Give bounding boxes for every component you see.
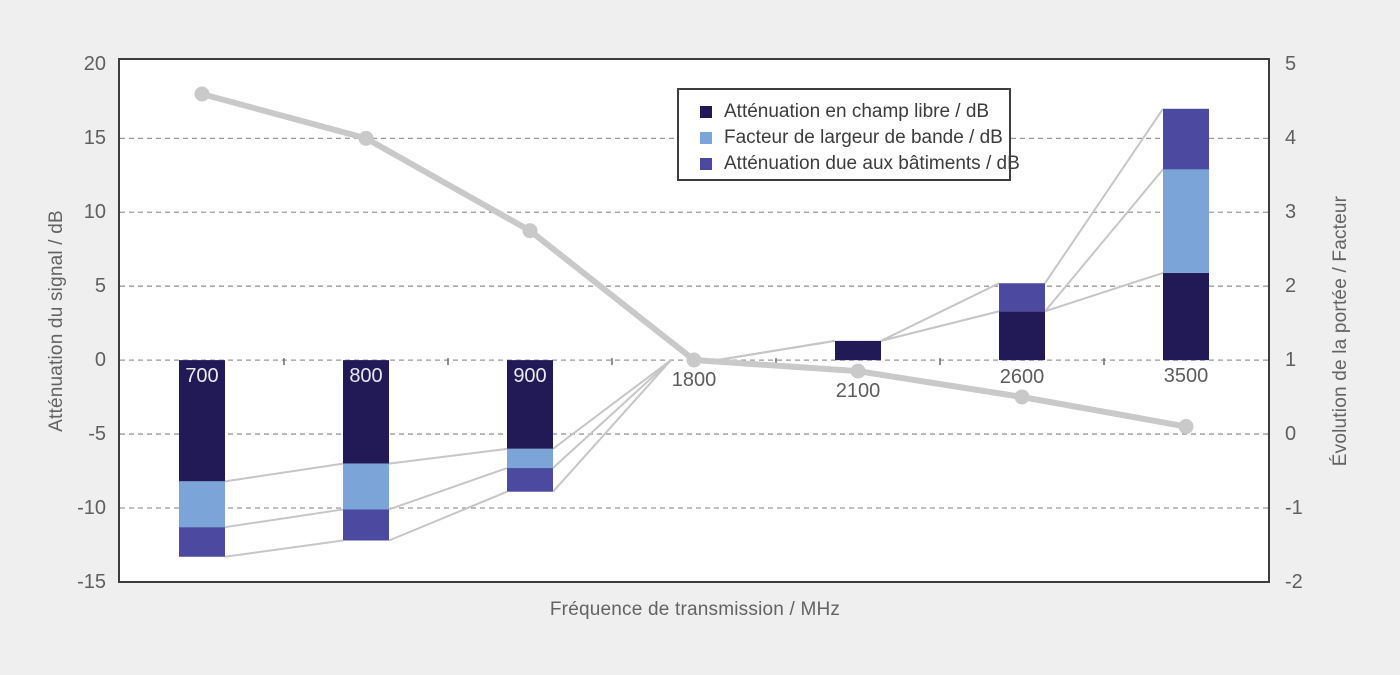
bar-segment (835, 340, 881, 361)
bar-segment (999, 283, 1045, 312)
left-axis-tick-label: -10 (77, 496, 106, 519)
category-label: 700 (185, 365, 218, 387)
right-axis-tick-label: 3 (1285, 201, 1297, 224)
x-axis-title: Fréquence de transmission / MHz (549, 599, 841, 620)
bar-segment (343, 360, 389, 464)
left-axis-tick-label: 0 (94, 349, 106, 372)
bar-segment (343, 509, 389, 541)
right-axis-tick-label: -1 (1285, 496, 1303, 519)
segment-connector-line (388, 447, 508, 465)
left-axis-tick-label: -5 (88, 423, 106, 446)
line-marker (358, 130, 374, 146)
left-axis-tick-label: 20 (83, 53, 106, 76)
category-label: 800 (349, 365, 382, 387)
legend-label-largeur-bande: Facteur de largeur de bande / dB (724, 127, 1003, 148)
bar-segment (1163, 169, 1209, 273)
segment-connector-line (880, 282, 1000, 342)
bar-segment (179, 481, 225, 528)
legend-item-largeur-bande: Facteur de largeur de bande / dB (700, 125, 1003, 151)
segment-connector-line (224, 508, 344, 529)
legend: Atténuation en champ libre / dB Facteur … (677, 88, 1020, 181)
bar-segment (507, 448, 553, 469)
right-axis-tick-label: 4 (1285, 127, 1297, 150)
legend-item-batiments: Atténuation due aux bâtiments / dB (700, 151, 1020, 177)
segment-connector-line (1044, 108, 1164, 284)
right-axis-tick-label: 0 (1285, 422, 1297, 445)
segment-connector-line (1044, 168, 1164, 312)
line-marker (850, 363, 866, 379)
legend-label-batiments: Atténuation due aux bâtiments / dB (724, 153, 1020, 174)
right-axis-tick-label: 5 (1285, 53, 1297, 76)
segment-connector-line (716, 339, 836, 362)
left-axis-tick-label: -15 (77, 570, 106, 593)
plot-area: 700 800 900 1800 2100 2600 3500 (118, 58, 1270, 583)
segment-connector-line (552, 359, 672, 493)
left-axis-tick-label: 5 (94, 275, 106, 298)
category-label: 1800 (672, 369, 717, 391)
legend-label-champ-libre: Atténuation en champ libre / dB (724, 101, 990, 122)
legend-swatch-champ-libre (700, 106, 712, 118)
right-axis-tick-label: 2 (1285, 275, 1297, 298)
bar-segment (1163, 272, 1209, 361)
line-marker (686, 352, 702, 368)
line-marker (194, 86, 210, 102)
bar-segment (507, 360, 553, 449)
chart-canvas: 700 800 900 1800 2100 2600 3500 (120, 86, 1268, 558)
segment-connector-line (224, 462, 344, 483)
segment-connector-line (1044, 271, 1164, 313)
bar-segment (179, 527, 225, 557)
segment-connector-line (552, 359, 672, 450)
legend-swatch-batiments (700, 158, 712, 170)
category-label: 2600 (1000, 366, 1045, 388)
bar-segment (507, 468, 553, 492)
segment-connector-line (552, 359, 672, 469)
line-marker (1178, 419, 1194, 435)
category-label: 2100 (836, 380, 881, 402)
category-label: 3500 (1164, 365, 1209, 387)
legend-item-champ-libre: Atténuation en champ libre / dB (700, 99, 999, 125)
segment-connector-line (388, 467, 508, 511)
bar-segment (343, 463, 389, 510)
segment-connector-line (880, 310, 1000, 342)
legend-swatch-largeur-bande (700, 132, 712, 144)
bar-segment (999, 311, 1045, 361)
right-axis-tick-label: -2 (1285, 570, 1303, 593)
segment-connector-line (388, 490, 508, 542)
category-label: 900 (513, 365, 546, 387)
segment-connector-line (224, 539, 344, 558)
right-axis-tick-label: 1 (1285, 349, 1297, 372)
left-axis-tick-label: 10 (83, 201, 106, 224)
bar-segment (179, 360, 225, 482)
line-marker (1014, 389, 1030, 405)
bar-segment (1163, 108, 1209, 170)
left-axis-tick-label: 15 (83, 127, 106, 150)
line-marker (522, 223, 538, 239)
